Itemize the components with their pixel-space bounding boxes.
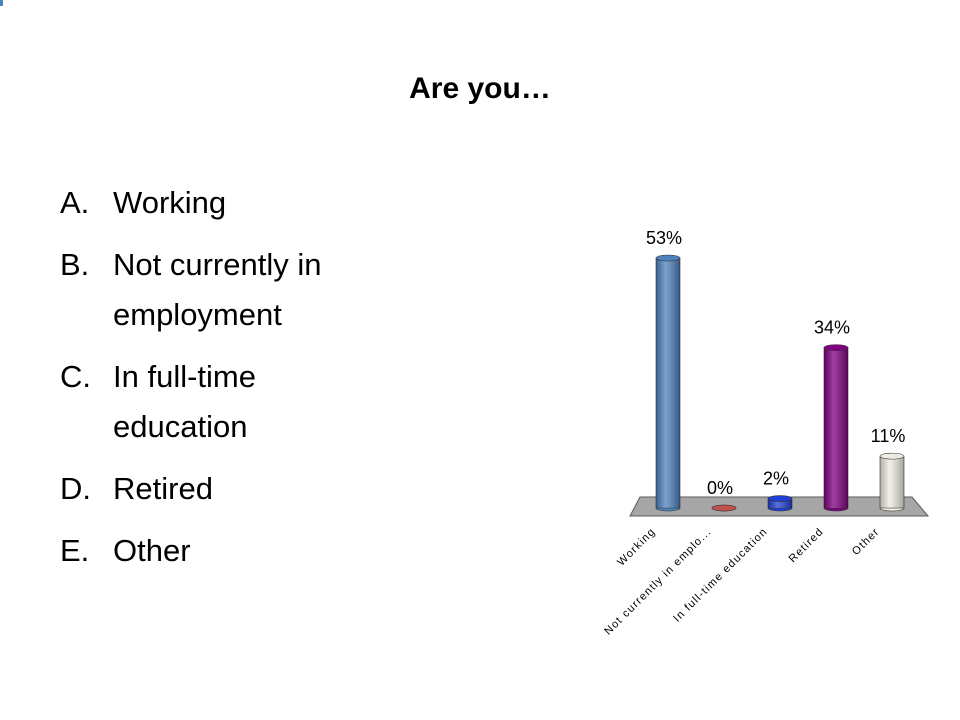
option-list: A. Working B. Not currently in employment C.… <box>60 178 398 588</box>
bar-cap <box>655 254 681 262</box>
value-label: 11% <box>871 426 906 446</box>
corner-mark <box>0 0 3 6</box>
option-letter: A. <box>60 185 90 220</box>
option-letter: C. <box>60 359 91 394</box>
option: A. Working <box>60 178 398 228</box>
option-letter: D. <box>60 471 91 506</box>
x-tick-label: Retired <box>787 526 827 566</box>
bar-shade <box>656 258 680 508</box>
option-letter: E. <box>60 533 90 568</box>
option: B. Not currently in employment <box>60 240 398 340</box>
bar-cap <box>823 344 849 351</box>
bar-cap <box>767 495 793 502</box>
option: C. In full-time education <box>60 352 398 452</box>
option-text: Other <box>113 533 191 568</box>
value-label: 2% <box>763 469 789 489</box>
value-label: 0% <box>707 478 733 498</box>
x-tick-label: Not currently in emplo... <box>602 526 714 638</box>
x-tick-label: In full-time education <box>671 526 770 625</box>
option-letter: B. <box>60 247 90 282</box>
bar-shade <box>768 498 792 508</box>
bar-cap <box>879 452 905 460</box>
bar-shade <box>880 456 904 508</box>
option-text: Working <box>113 185 227 220</box>
slide-title: Are you… <box>409 72 551 105</box>
option: E. Other <box>60 526 398 576</box>
option: D. Retired <box>60 464 398 514</box>
value-label: 34% <box>814 318 850 338</box>
value-label: 53% <box>646 228 682 248</box>
bar-shade <box>824 347 848 508</box>
bar-cap <box>711 504 737 512</box>
option-text: Not currently in employment <box>113 247 322 332</box>
option-text: In full-time education <box>113 359 256 444</box>
x-tick-label: Other <box>850 526 882 558</box>
option-text: Retired <box>113 471 213 506</box>
x-tick-label: Working <box>615 526 658 569</box>
